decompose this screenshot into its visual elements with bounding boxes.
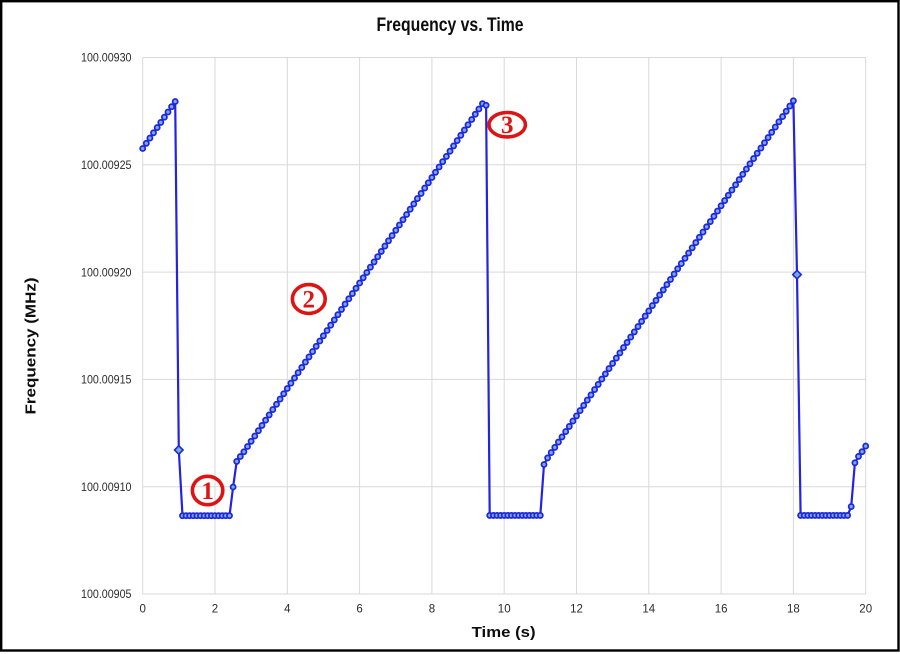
svg-text:10: 10	[498, 604, 511, 616]
svg-text:0: 0	[139, 604, 145, 616]
svg-text:Frequency (MHz): Frequency (MHz)	[23, 277, 40, 414]
svg-text:2: 2	[212, 604, 218, 616]
svg-text:6: 6	[356, 604, 362, 616]
svg-text:20: 20	[859, 604, 872, 616]
svg-text:18: 18	[787, 604, 800, 616]
svg-text:16: 16	[715, 604, 728, 616]
svg-text:1: 1	[201, 478, 214, 505]
svg-text:14: 14	[642, 604, 655, 616]
svg-text:3: 3	[501, 112, 514, 139]
svg-text:100.00905: 100.00905	[81, 589, 132, 601]
svg-text:100.00915: 100.00915	[81, 375, 132, 387]
svg-text:4: 4	[284, 604, 291, 616]
svg-text:100.00910: 100.00910	[81, 482, 132, 494]
svg-text:12: 12	[570, 604, 583, 616]
svg-text:8: 8	[429, 604, 435, 616]
svg-text:100.00920: 100.00920	[81, 267, 132, 279]
svg-text:Time (s): Time (s)	[472, 624, 536, 641]
svg-text:2: 2	[303, 286, 316, 313]
svg-text:100.00925: 100.00925	[81, 160, 132, 172]
svg-text:Frequency vs. Time: Frequency vs. Time	[377, 15, 524, 36]
svg-text:100.00930: 100.00930	[81, 53, 132, 65]
